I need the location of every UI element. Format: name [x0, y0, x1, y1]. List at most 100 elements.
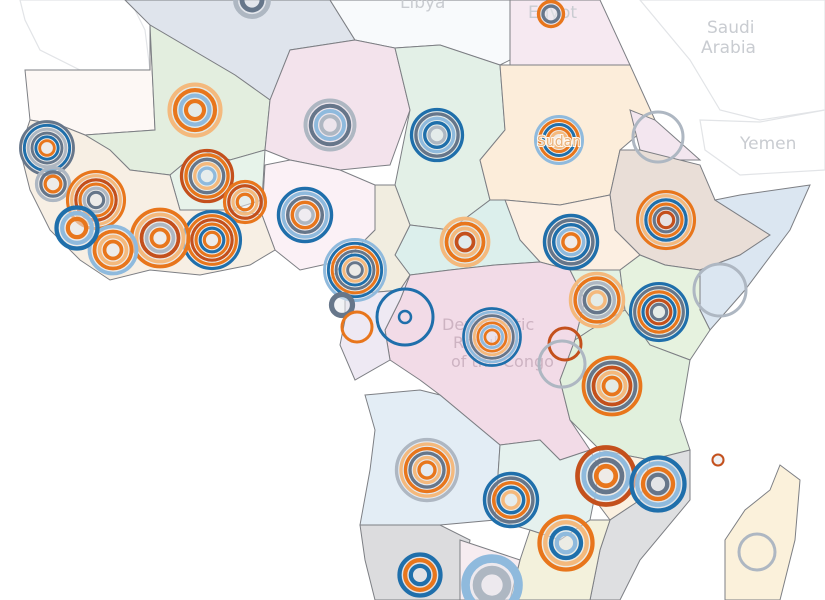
location-marker[interactable] [323, 238, 387, 302]
marker-ring [418, 116, 456, 154]
marker-ring [60, 211, 94, 245]
saudi-arabia-shape [639, 0, 825, 121]
location-marker[interactable] [276, 186, 334, 244]
marker-ring [587, 290, 607, 310]
marker-ring [496, 485, 526, 515]
marker-fill [130, 208, 190, 268]
marker-ring [43, 174, 63, 194]
location-marker[interactable] [711, 453, 725, 467]
marker-ring [628, 281, 690, 343]
marker-ring [556, 227, 586, 257]
marker-ring [86, 190, 106, 210]
location-marker[interactable] [87, 224, 139, 276]
location-marker[interactable] [34, 165, 72, 203]
location-marker[interactable] [628, 281, 690, 343]
location-marker[interactable] [167, 82, 223, 138]
marker-ring [635, 189, 697, 251]
marker-ring [640, 194, 692, 246]
marker-ring [239, 0, 265, 13]
location-marker[interactable] [222, 179, 268, 225]
location-marker[interactable] [536, 0, 566, 29]
location-marker[interactable] [737, 532, 777, 572]
marker-ring [87, 224, 139, 276]
location-marker[interactable] [461, 554, 523, 600]
country-layer [19, 0, 825, 600]
location-marker[interactable] [629, 455, 687, 513]
marker-fill [277, 187, 333, 243]
marker-ring [319, 114, 341, 136]
location-marker[interactable] [129, 207, 191, 269]
marker-ring [577, 280, 617, 320]
location-marker[interactable] [397, 552, 443, 598]
eritrea-shape [629, 109, 702, 161]
marker-ring [397, 309, 413, 325]
marker-ring [656, 210, 676, 230]
location-marker[interactable] [181, 209, 243, 271]
marker-ring [491, 480, 531, 520]
marker-ring [408, 563, 432, 587]
marker-ring [295, 205, 315, 225]
marker-ring [82, 186, 110, 214]
marker-ring [629, 455, 687, 513]
marker-ring [501, 490, 521, 510]
north-africa-outline [19, 0, 151, 71]
location-marker[interactable] [328, 291, 356, 319]
marker-ring [423, 121, 451, 149]
marker-ring [645, 298, 673, 326]
location-marker[interactable] [394, 437, 460, 503]
marker-ring [462, 307, 522, 367]
marker-ring [637, 290, 681, 334]
location-marker[interactable] [692, 262, 748, 318]
location-marker[interactable] [462, 307, 522, 367]
marker-ring [276, 186, 334, 244]
marker-ring [483, 328, 501, 346]
location-marker[interactable] [439, 216, 491, 268]
madagascar-shape [724, 464, 801, 600]
marker-ring [649, 302, 669, 322]
marker-ring [194, 222, 230, 258]
marker-ring [290, 200, 320, 230]
marker-layer[interactable] [19, 0, 777, 600]
marker-ring [542, 213, 600, 271]
marker-ring [328, 291, 356, 319]
location-marker[interactable] [54, 205, 100, 251]
location-marker[interactable] [179, 148, 235, 204]
location-marker[interactable] [482, 471, 540, 529]
location-marker[interactable] [534, 115, 584, 165]
location-marker[interactable] [375, 287, 435, 347]
marker-ring [482, 471, 540, 529]
location-marker[interactable] [575, 445, 637, 507]
location-marker[interactable] [635, 189, 697, 251]
location-marker[interactable] [340, 310, 374, 344]
marker-ring [536, 0, 566, 29]
marker-ring [172, 87, 218, 133]
location-marker[interactable] [581, 355, 643, 417]
location-marker[interactable] [537, 514, 595, 572]
marker-ring [534, 115, 584, 165]
marker-ring [231, 188, 259, 216]
location-marker[interactable] [631, 110, 685, 164]
location-marker[interactable] [542, 213, 600, 271]
location-marker[interactable] [19, 120, 75, 176]
marker-ring [340, 310, 374, 344]
marker-ring [631, 110, 685, 164]
location-marker[interactable] [537, 339, 587, 389]
location-marker[interactable] [409, 107, 465, 163]
marker-ring [480, 325, 504, 349]
marker-ring [409, 107, 465, 163]
label-libya: Libya [400, 0, 445, 13]
marker-ring [188, 157, 226, 195]
location-marker[interactable] [303, 98, 357, 152]
marker-ring [314, 109, 346, 141]
label-saudi-arabia-line1: Saudi [707, 18, 755, 38]
marker-ring [92, 229, 134, 271]
marker-ring [202, 230, 222, 250]
marker-ring [591, 365, 633, 407]
location-marker[interactable] [568, 271, 626, 329]
marker-ring [561, 232, 581, 252]
marker-ring [399, 442, 455, 498]
marker-ring [235, 192, 255, 212]
location-marker[interactable] [233, 0, 271, 19]
